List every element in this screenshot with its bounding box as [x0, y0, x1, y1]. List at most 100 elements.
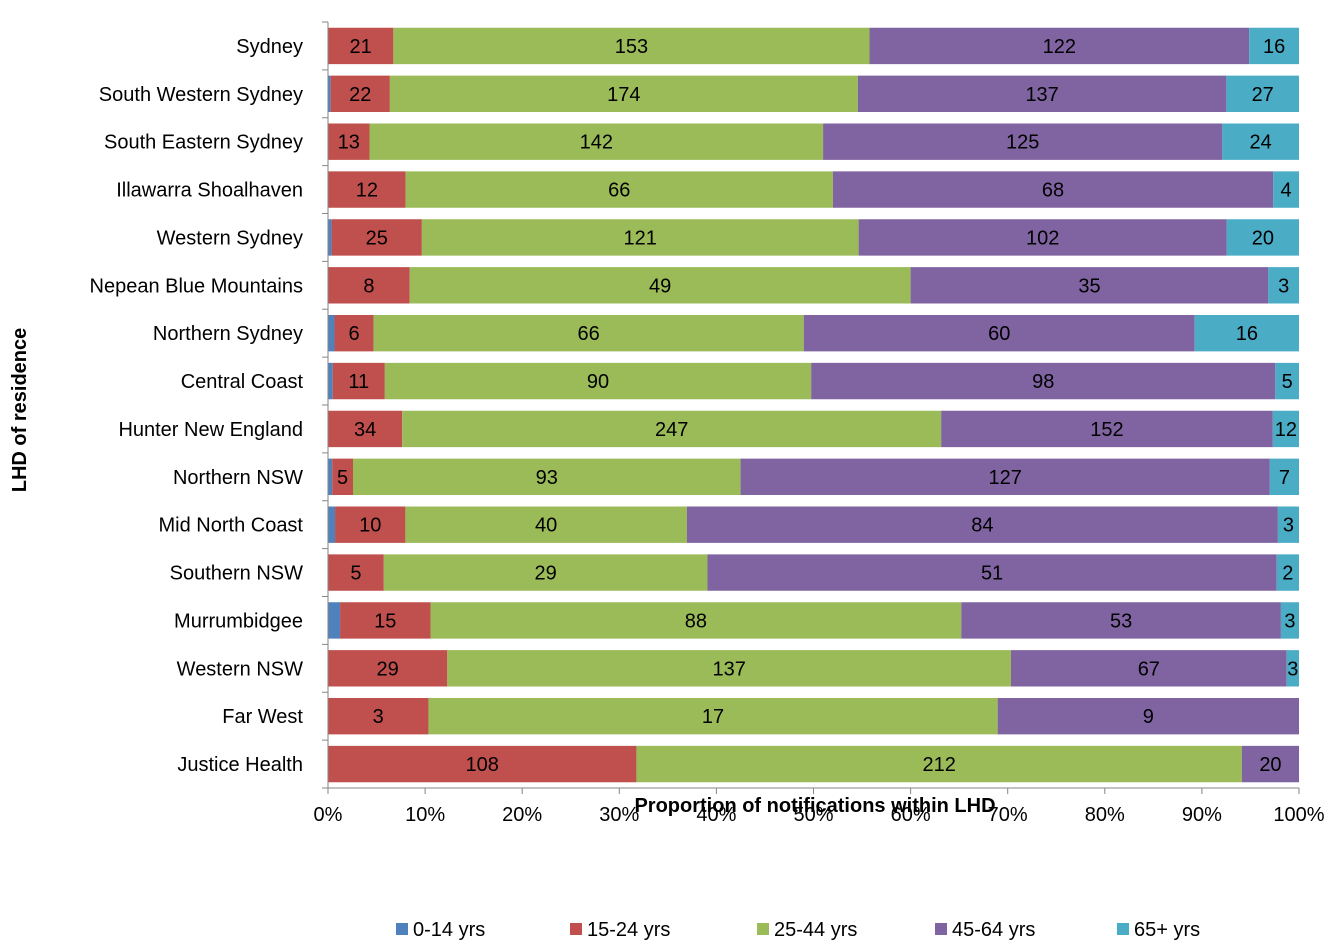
category-label: Justice Health [177, 754, 303, 776]
bar-segment [332, 458, 354, 496]
bar-segment [858, 219, 1227, 256]
data-label: 88 [685, 610, 707, 632]
bar-segment [369, 123, 824, 160]
data-label: 137 [712, 658, 745, 680]
legend-label: 0-14 yrs [413, 919, 485, 941]
data-label: 4 [1280, 180, 1291, 202]
bar-segment [328, 362, 333, 400]
category-label: Northern Sydney [153, 323, 303, 345]
data-label: 21 [350, 36, 372, 58]
bar-segment [328, 171, 406, 208]
data-label: 122 [1043, 36, 1076, 58]
bar-segment [330, 75, 390, 113]
bar-segment [335, 506, 406, 543]
data-label: 16 [1236, 323, 1258, 345]
category-label: Western NSW [177, 658, 303, 680]
bar-segment [1286, 650, 1299, 687]
x-tick-label: 40% [696, 804, 736, 826]
legend-swatch [570, 923, 582, 935]
x-axis-title: Proportion of notifications within LHD [634, 795, 995, 817]
bar-segment [1241, 745, 1299, 783]
data-label: 35 [1078, 275, 1100, 297]
data-label: 121 [624, 227, 657, 249]
bar-segment [636, 745, 1242, 783]
bar-segment [328, 219, 332, 256]
category-label: Illawarra Shoalhaven [116, 180, 303, 202]
bar-segment [823, 123, 1223, 160]
bar-segment [328, 410, 403, 448]
legend-label: 65+ yrs [1134, 919, 1200, 941]
category-label: Sydney [236, 36, 303, 58]
bar-segment [384, 362, 812, 400]
bar-segment [1277, 506, 1299, 543]
x-tick-label: 100% [1273, 804, 1324, 826]
data-label: 68 [1042, 180, 1064, 202]
bar-segment [332, 362, 385, 400]
legend-swatch [935, 923, 947, 935]
x-tick-label: 30% [599, 804, 639, 826]
data-label: 5 [337, 467, 348, 489]
data-label: 12 [356, 180, 378, 202]
data-label: 3 [1278, 275, 1289, 297]
legend-label: 25-44 yrs [774, 919, 857, 941]
bar-segment [389, 75, 858, 113]
category-label: Southern NSW [170, 563, 304, 585]
bar-segment [328, 506, 336, 543]
data-label: 13 [338, 132, 360, 154]
x-tick-label: 60% [891, 804, 931, 826]
data-label: 7 [1279, 467, 1290, 489]
bar-segment [383, 554, 708, 591]
data-label: 6 [349, 323, 360, 345]
data-label: 93 [536, 467, 558, 489]
data-label: 90 [587, 371, 609, 393]
data-label: 84 [971, 515, 993, 537]
bar-segment [328, 602, 341, 639]
bar-segment [328, 554, 384, 591]
data-label: 22 [349, 84, 371, 106]
axes-layer: Sydney South Western Sydney South Eastern … [90, 21, 1325, 826]
bar-segment [328, 745, 637, 783]
x-tick-label: 0% [314, 804, 343, 826]
data-label: 5 [350, 563, 361, 585]
data-label: 20 [1252, 227, 1274, 249]
data-label: 2 [1282, 563, 1293, 585]
data-label: 15 [374, 610, 396, 632]
bar-segment [1222, 123, 1299, 160]
data-label: 66 [608, 180, 630, 202]
bar-segment [328, 458, 333, 496]
x-tick-label: 90% [1182, 804, 1222, 826]
data-label: 53 [1110, 610, 1132, 632]
data-label: 20 [1259, 754, 1281, 776]
x-tick-label: 50% [793, 804, 833, 826]
bar-segment [857, 75, 1227, 113]
bar-segment [1194, 314, 1299, 352]
data-label: 11 [348, 371, 369, 393]
bar-segment [430, 602, 962, 639]
data-label: 12 [1275, 419, 1297, 441]
bar-segment [1272, 410, 1299, 448]
bar-segment [340, 602, 431, 639]
category-label: Central Coast [181, 371, 304, 393]
data-label: 212 [922, 754, 955, 776]
bar-segment [328, 27, 394, 65]
bar-segment [428, 697, 998, 735]
bar-segment [409, 267, 911, 304]
bar-segment [941, 410, 1273, 448]
data-label: 34 [354, 419, 376, 441]
category-label: Murrumbidgee [174, 610, 303, 632]
data-label: 51 [981, 563, 1003, 585]
bar-segment [353, 458, 741, 496]
category-label: Far West [222, 706, 303, 728]
bar-segment [869, 27, 1250, 65]
category-label: Nepean Blue Mountains [90, 275, 303, 297]
bar-segment [328, 267, 410, 304]
bar-segment [1010, 650, 1287, 687]
legend-swatch [757, 923, 769, 935]
bar-segment [686, 506, 1278, 543]
data-label: 8 [363, 275, 374, 297]
data-label: 127 [989, 467, 1022, 489]
data-label: 60 [988, 323, 1010, 345]
bar-segment [402, 410, 942, 448]
